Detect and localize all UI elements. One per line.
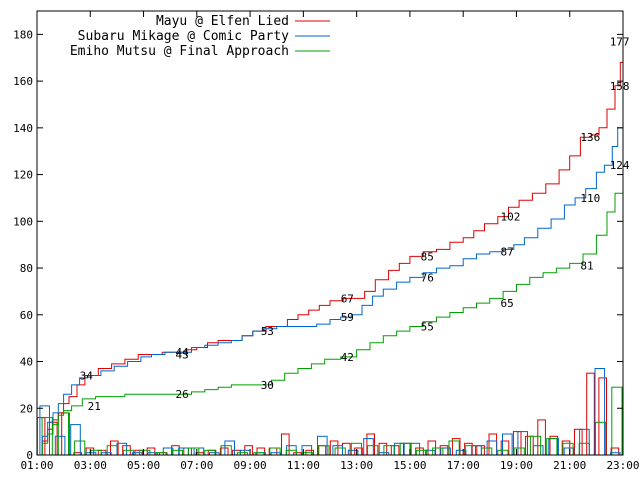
data-label: 136 xyxy=(580,131,600,144)
data-label: 21 xyxy=(88,400,101,413)
y-tick-label: 20 xyxy=(20,402,33,415)
x-tick-label: 11:00 xyxy=(287,459,320,472)
y-tick-label: 140 xyxy=(13,122,33,135)
data-label: 67 xyxy=(341,292,354,305)
y-tick-label: 100 xyxy=(13,215,33,228)
x-tick-label: 01:00 xyxy=(20,459,53,472)
hist-bar xyxy=(342,442,351,456)
hist-bar xyxy=(513,447,525,456)
x-tick-label: 13:00 xyxy=(340,459,373,472)
y-tick-label: 0 xyxy=(26,449,33,462)
hist-bar xyxy=(363,438,374,456)
data-label: 102 xyxy=(501,211,521,224)
y-tick-label: 180 xyxy=(13,28,33,41)
legend-label: Emiho Mutsu @ Final Approach xyxy=(70,44,289,59)
data-label: 43 xyxy=(176,349,189,362)
data-label: 158 xyxy=(610,80,630,93)
hist-bar xyxy=(537,419,546,456)
hist-bar xyxy=(394,442,405,456)
histogram-bars xyxy=(36,368,623,456)
series-line xyxy=(37,165,624,456)
data-label: 85 xyxy=(421,250,434,263)
hist-bar xyxy=(334,447,346,456)
x-tick-label: 07:00 xyxy=(180,459,213,472)
data-label: 30 xyxy=(261,379,274,392)
data-label: 55 xyxy=(421,321,434,334)
x-tick-label: 23:00 xyxy=(606,459,639,472)
data-label: 26 xyxy=(176,388,189,401)
hist-bar xyxy=(106,445,118,456)
data-label: 53 xyxy=(261,325,274,338)
data-label: 87 xyxy=(501,246,514,259)
hist-bar xyxy=(70,424,81,456)
hist-bar xyxy=(171,449,184,456)
hist-bar xyxy=(367,445,379,456)
data-label: 124 xyxy=(610,159,630,172)
data-label: 81 xyxy=(580,260,593,273)
hist-bar xyxy=(563,447,575,456)
hist-bar xyxy=(439,445,449,456)
hist-bar xyxy=(378,442,388,456)
hist-bar xyxy=(476,445,485,456)
data-label: 65 xyxy=(501,297,514,310)
hist-bar xyxy=(586,372,595,456)
legend-label: Mayu @ Elfen Lied xyxy=(156,14,289,29)
series-lines xyxy=(37,41,624,456)
data-label: 34 xyxy=(80,370,94,383)
hist-bar xyxy=(579,428,590,456)
hist-bar xyxy=(146,447,156,456)
x-tick-label: 09:00 xyxy=(234,459,267,472)
hist-bar xyxy=(464,445,476,456)
hist-bar xyxy=(611,386,623,456)
data-label: 110 xyxy=(580,192,600,205)
series-line xyxy=(37,41,624,456)
hist-bar xyxy=(594,368,606,456)
legend-label: Subaru Mikage @ Comic Party xyxy=(78,29,289,44)
data-label: 76 xyxy=(421,271,434,284)
data-label: 42 xyxy=(341,351,354,364)
series-line xyxy=(37,85,624,456)
x-tick-label: 17:00 xyxy=(447,459,480,472)
hist-bar xyxy=(502,433,513,456)
axes: 0 20 40 60 80 100 120 140 160 180 01:00 03:00 05:00 0… xyxy=(13,10,640,472)
hist-bar xyxy=(57,412,69,456)
x-tick-label: 05:00 xyxy=(127,459,160,472)
plot-frame xyxy=(36,10,624,456)
x-tick-label: 03:00 xyxy=(74,459,107,472)
y-tick-label: 60 xyxy=(20,309,33,322)
hist-bar xyxy=(546,438,558,456)
hist-bar xyxy=(578,442,590,456)
hist-bar xyxy=(488,433,498,456)
data-label: 59 xyxy=(341,311,354,324)
y-tick-label: 120 xyxy=(13,169,33,182)
hist-bar xyxy=(432,447,444,456)
x-tick-label: 15:00 xyxy=(393,459,426,472)
hist-bar xyxy=(281,433,290,456)
data-label: 44 xyxy=(176,346,190,359)
hist-bar xyxy=(574,428,583,456)
x-tick-label: 19:00 xyxy=(500,459,533,472)
hist-bar xyxy=(399,442,411,456)
y-tick-label: 160 xyxy=(13,75,33,88)
hist-bar xyxy=(525,435,534,456)
data-label: 177 xyxy=(610,35,630,48)
x-tick-label: 21:00 xyxy=(553,459,586,472)
y-tick-label: 40 xyxy=(20,356,33,369)
y-tick-label: 80 xyxy=(20,262,33,275)
hist-bar xyxy=(183,447,192,456)
hist-bar xyxy=(220,445,232,456)
